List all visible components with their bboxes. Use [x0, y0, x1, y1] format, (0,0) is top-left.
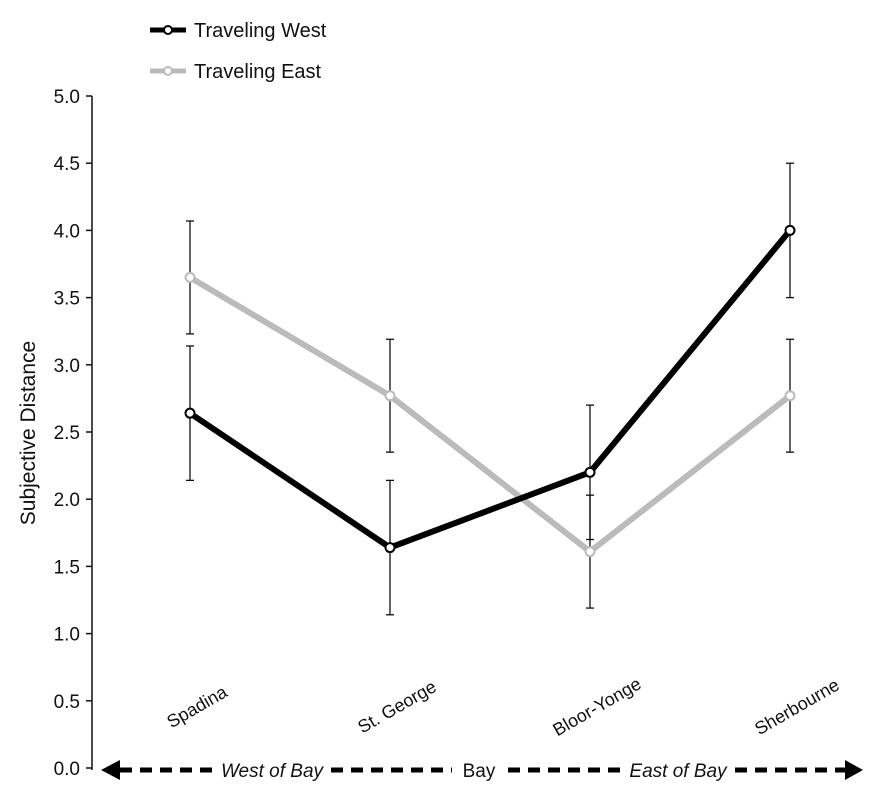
y-tick-label: 3.0: [54, 356, 80, 377]
legend-item-west: Traveling West: [150, 20, 327, 42]
series-east: [184, 220, 796, 609]
west-of-bay-label: West of Bay: [221, 761, 325, 782]
series-layer: [184, 162, 796, 616]
category-labels: Spadina St. George Bloor-Yonge Sherbourne: [163, 674, 842, 741]
series-line: [188, 228, 793, 551]
series-west: [184, 162, 796, 616]
bay-label: Bay: [463, 761, 496, 782]
data-point: [784, 224, 796, 236]
y-tick-label: 5.0: [54, 87, 80, 108]
y-axis-title: Subjective Distance: [17, 341, 40, 525]
east-of-bay-label: East of Bay: [629, 761, 728, 782]
legend: Traveling West Traveling East: [150, 20, 327, 83]
data-point: [584, 466, 596, 478]
y-tick-label: 0.0: [54, 759, 80, 780]
y-tick-label: 1.0: [54, 625, 80, 646]
category-label: Sherbourne: [751, 675, 842, 739]
category-label: Spadina: [163, 681, 231, 732]
direction-axis: West of Bay Bay East of Bay: [101, 760, 863, 782]
legend-item-east: Traveling East: [150, 61, 322, 83]
y-tick-label: 4.0: [54, 221, 80, 242]
y-tick-label: 2.5: [54, 423, 80, 444]
data-point: [784, 390, 796, 402]
data-point: [384, 390, 396, 402]
y-tick-label: 3.5: [54, 289, 80, 310]
category-label: Bloor-Yonge: [549, 674, 644, 741]
legend-label-east: Traveling East: [194, 61, 322, 83]
left-arrow-head: [101, 760, 120, 780]
y-tick-label: 2.0: [54, 490, 80, 511]
data-point: [584, 546, 596, 558]
series-line: [188, 274, 792, 555]
y-tick-label: 4.5: [54, 154, 80, 175]
data-point: [184, 271, 196, 283]
legend-label-west: Traveling West: [194, 20, 327, 42]
right-arrow-head: [845, 760, 863, 780]
y-tick-label: 0.5: [54, 692, 80, 713]
data-point: [184, 407, 196, 419]
y-tick-label: 1.5: [54, 557, 80, 578]
category-label: St. George: [354, 676, 439, 737]
y-axis-ticks: 0.0 0.5 1.0 1.5 2.0 2.5 3.0 3.5 4.0 4.5 5.0: [54, 87, 92, 780]
data-point: [384, 542, 396, 554]
